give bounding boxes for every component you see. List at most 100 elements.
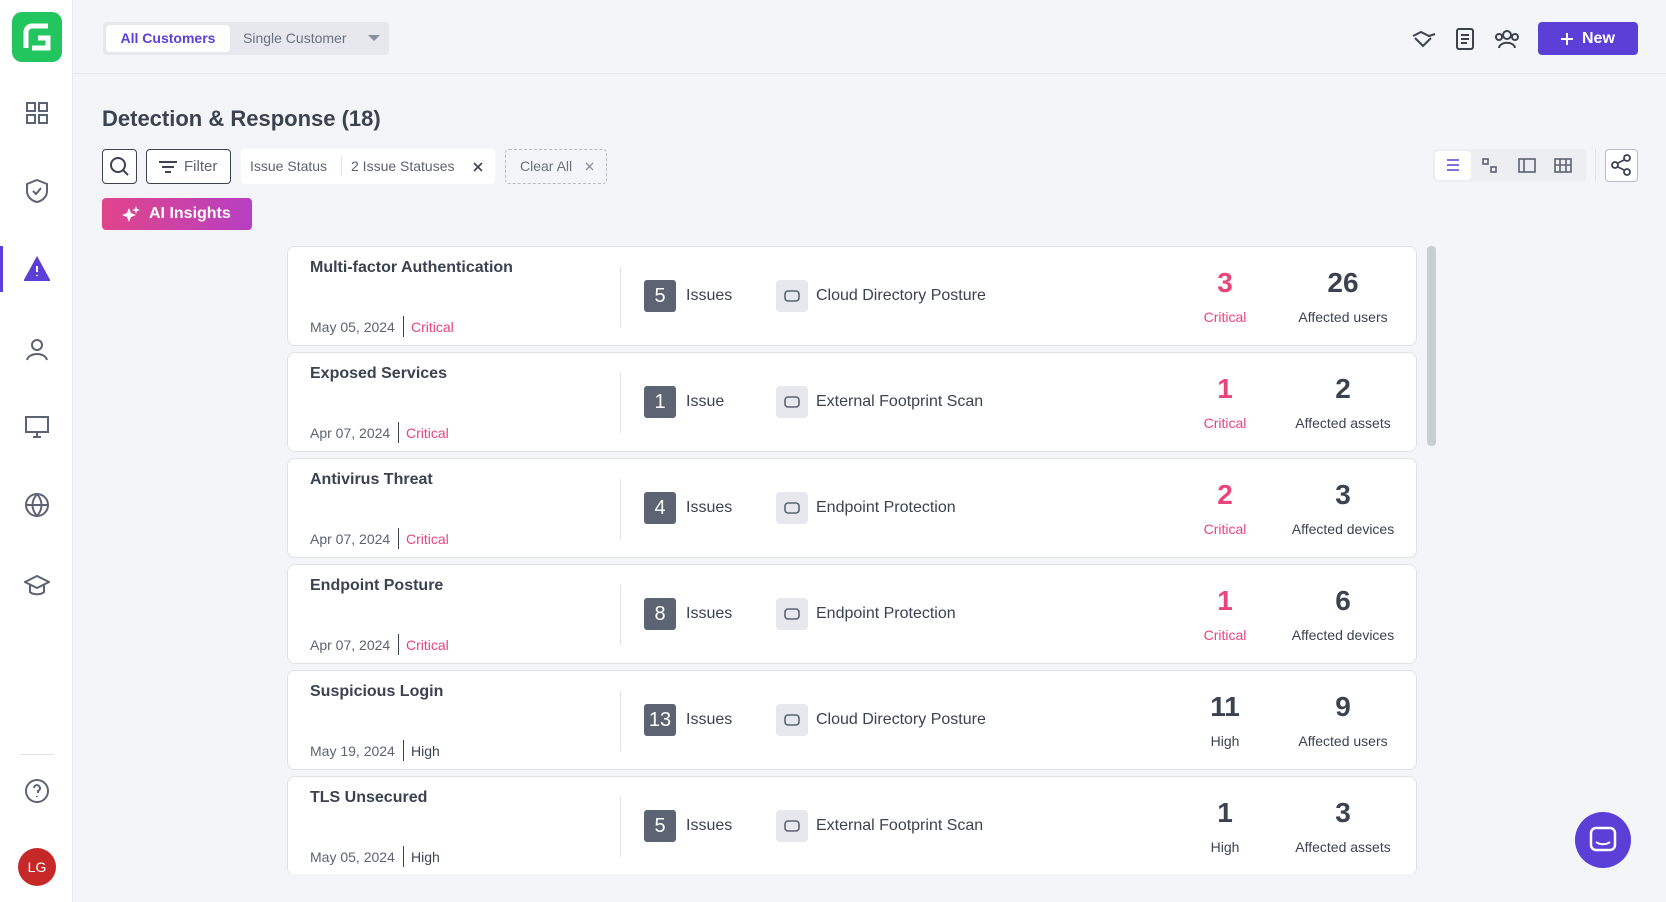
issue-title: Multi-factor Authentication: [310, 259, 513, 276]
source-icon: [776, 704, 808, 736]
clear-all[interactable]: Clear All: [505, 149, 607, 184]
issue-card[interactable]: TLS Unsecured May 05, 2024 High 5 Issues Exte…: [287, 776, 1417, 874]
source-icon: [776, 810, 808, 842]
tab[interactable]: All Customers: [106, 25, 230, 52]
issue-date: Apr 07, 2024: [310, 531, 391, 547]
help-icon[interactable]: [24, 778, 50, 804]
ai-insights-button[interactable]: AI Insights: [102, 198, 252, 230]
source-glyph: [784, 502, 800, 514]
divider: [620, 267, 621, 327]
issue-title: Endpoint Posture: [310, 577, 444, 594]
stat-value: 2: [1217, 479, 1233, 510]
affected-value: 26: [1327, 267, 1359, 298]
filter-chip[interactable]: Issue Status 2 Issue Statuses: [241, 149, 495, 184]
issue-label: Issues: [686, 711, 733, 728]
search-icon: [110, 157, 129, 176]
issue-count: 13: [644, 704, 676, 736]
divider: [620, 585, 621, 645]
issue-card[interactable]: Exposed Services Apr 07, 2024 Critical 1 Iss…: [287, 352, 1417, 452]
logo: [12, 12, 62, 62]
source-icon: [776, 386, 808, 418]
source-icon: [776, 280, 808, 312]
severity: High: [411, 743, 440, 759]
source-icon: [776, 598, 808, 630]
button-label: Clear All: [520, 158, 573, 174]
stat-label: Critical: [1203, 521, 1247, 537]
view-icons[interactable]: [1433, 149, 1586, 182]
issue-title: TLS Unsecured: [310, 789, 428, 806]
severity: Critical: [411, 319, 454, 335]
page-title: Detection & Response (18): [102, 106, 381, 131]
filter-icon: [159, 161, 177, 173]
affected-label: Affected assets: [1295, 839, 1391, 855]
shield-icon[interactable]: [24, 178, 50, 204]
divider: [398, 634, 399, 655]
issue-label: Issues: [686, 605, 733, 622]
source-glyph: [784, 396, 800, 408]
source-glyph: [784, 608, 800, 620]
issue-label: Issues: [686, 287, 733, 304]
scrollbar: [1427, 246, 1436, 446]
issue-card[interactable]: Multi-factor Authentication May 05, 2024 C…: [287, 246, 1417, 346]
stat-label: High: [1210, 839, 1240, 855]
source-name: Cloud Directory Posture: [816, 711, 986, 728]
issue-count: 1: [644, 386, 676, 418]
divider: [620, 691, 621, 751]
new-button[interactable]: New: [1538, 22, 1638, 55]
button-label: New: [1582, 30, 1615, 47]
customer-toggle: All Customers Single Customer: [103, 22, 389, 55]
issue-date: Apr 07, 2024: [310, 425, 391, 441]
affected-value: 2: [1335, 373, 1351, 404]
affected-label: Affected assets: [1295, 415, 1391, 431]
divider: [1595, 149, 1596, 182]
dashboard-icon[interactable]: [24, 100, 50, 126]
view-switcher: [1433, 149, 1586, 182]
divider: [620, 373, 621, 433]
user-icon[interactable]: [24, 336, 50, 362]
top-bar: All Customers Single Customer New: [73, 0, 1666, 74]
alert-icon[interactable]: [24, 256, 50, 282]
sparkle-icon: [122, 206, 140, 222]
issue-label: Issue: [686, 393, 725, 410]
dropdown-arrow: [368, 35, 380, 41]
issue-card[interactable]: Antivirus Threat Apr 07, 2024 Critical 4 Iss…: [287, 458, 1417, 558]
button-label: AI Insights: [149, 205, 231, 222]
divider: [341, 157, 342, 176]
divider: [403, 740, 404, 761]
device-icon[interactable]: [24, 414, 50, 440]
chip-key: Issue Status: [250, 158, 328, 174]
issue-count: 8: [644, 598, 676, 630]
search-button[interactable]: [102, 149, 137, 184]
toolbar-icons[interactable]: [1411, 26, 1529, 52]
stat-value: 3: [1217, 267, 1233, 298]
button-label: Filter: [184, 158, 218, 175]
chat-button[interactable]: [1575, 812, 1631, 868]
share-button[interactable]: [1605, 149, 1638, 182]
plus-icon: [1561, 33, 1573, 45]
filter-button[interactable]: Filter: [146, 149, 231, 184]
divider: [398, 422, 399, 443]
source-name: Cloud Directory Posture: [816, 287, 986, 304]
close-icon[interactable]: [473, 162, 483, 172]
issue-date: May 19, 2024: [310, 743, 395, 759]
issue-card[interactable]: Suspicious Login May 19, 2024 High 13 Issues…: [287, 670, 1417, 770]
issue-title: Suspicious Login: [310, 683, 444, 700]
tab[interactable]: Single Customer: [243, 30, 347, 46]
active-indicator: [0, 246, 3, 292]
issue-count: 5: [644, 280, 676, 312]
close-icon: [585, 162, 594, 171]
avatar[interactable]: LG: [18, 848, 56, 886]
issue-card[interactable]: Endpoint Posture Apr 07, 2024 Critical 8 Iss…: [287, 564, 1417, 664]
affected-value: 6: [1335, 585, 1351, 616]
training-icon[interactable]: [24, 572, 50, 598]
issue-count: 5: [644, 810, 676, 842]
affected-label: Affected users: [1298, 733, 1388, 749]
stat-label: Critical: [1203, 309, 1247, 325]
chat-icon: [1589, 826, 1617, 852]
source-name: External Footprint Scan: [816, 393, 984, 410]
affected-value: 3: [1335, 479, 1351, 510]
affected-value: 9: [1335, 691, 1351, 722]
issue-list: Multi-factor Authentication May 05, 2024 C…: [0, 246, 1666, 874]
globe-icon[interactable]: [24, 492, 50, 518]
severity: Critical: [406, 531, 449, 547]
